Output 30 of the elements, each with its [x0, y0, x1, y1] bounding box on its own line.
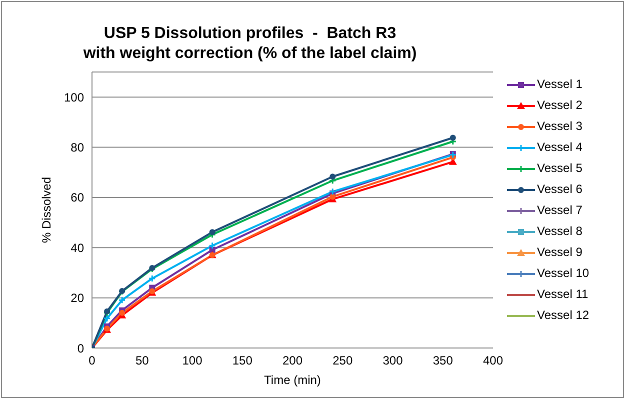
- legend-label: Vessel 9: [537, 244, 582, 261]
- x-tick-label: 150: [232, 354, 253, 368]
- y-tick-label: 100: [64, 90, 84, 104]
- y-axis-title: % Dissolved: [39, 176, 54, 244]
- x-tick-label: 50: [135, 354, 150, 368]
- legend-label: Vessel 12: [537, 307, 590, 324]
- y-tick-label: 80: [70, 140, 84, 155]
- legend-label: Vessel 2: [537, 97, 582, 114]
- chart-title: USP 5 Dissolution profiles - Batch R3 with weight correction (% of the label claim): [82, 24, 418, 64]
- y-tick-label: 20: [70, 291, 84, 306]
- y-tick-label: 40: [70, 240, 84, 255]
- x-tick-label: 350: [432, 354, 454, 368]
- x-tick-label: 100: [182, 354, 203, 368]
- legend-label: Vessel 10: [537, 265, 590, 282]
- y-tick-label: 0: [77, 341, 84, 356]
- x-tick-label: 400: [482, 354, 504, 368]
- x-tick-label: 250: [332, 354, 353, 368]
- legend-label: Vessel 1: [537, 76, 582, 93]
- legend-label: Vessel 7: [537, 202, 582, 219]
- x-tick-label: 300: [382, 354, 404, 368]
- legend-label: Vessel 3: [537, 118, 582, 135]
- legend-label: Vessel 11: [537, 286, 588, 303]
- legend-label: Vessel 5: [537, 160, 582, 177]
- legend-label: Vessel 6: [537, 181, 582, 198]
- legend-label: Vessel 4: [537, 139, 582, 156]
- x-axis-title: Time (min): [264, 373, 321, 387]
- x-tick-label: 200: [282, 354, 303, 368]
- x-tick-label: 0: [88, 354, 96, 368]
- legend-label: Vessel 8: [537, 223, 582, 240]
- y-tick-label: 60: [70, 190, 84, 205]
